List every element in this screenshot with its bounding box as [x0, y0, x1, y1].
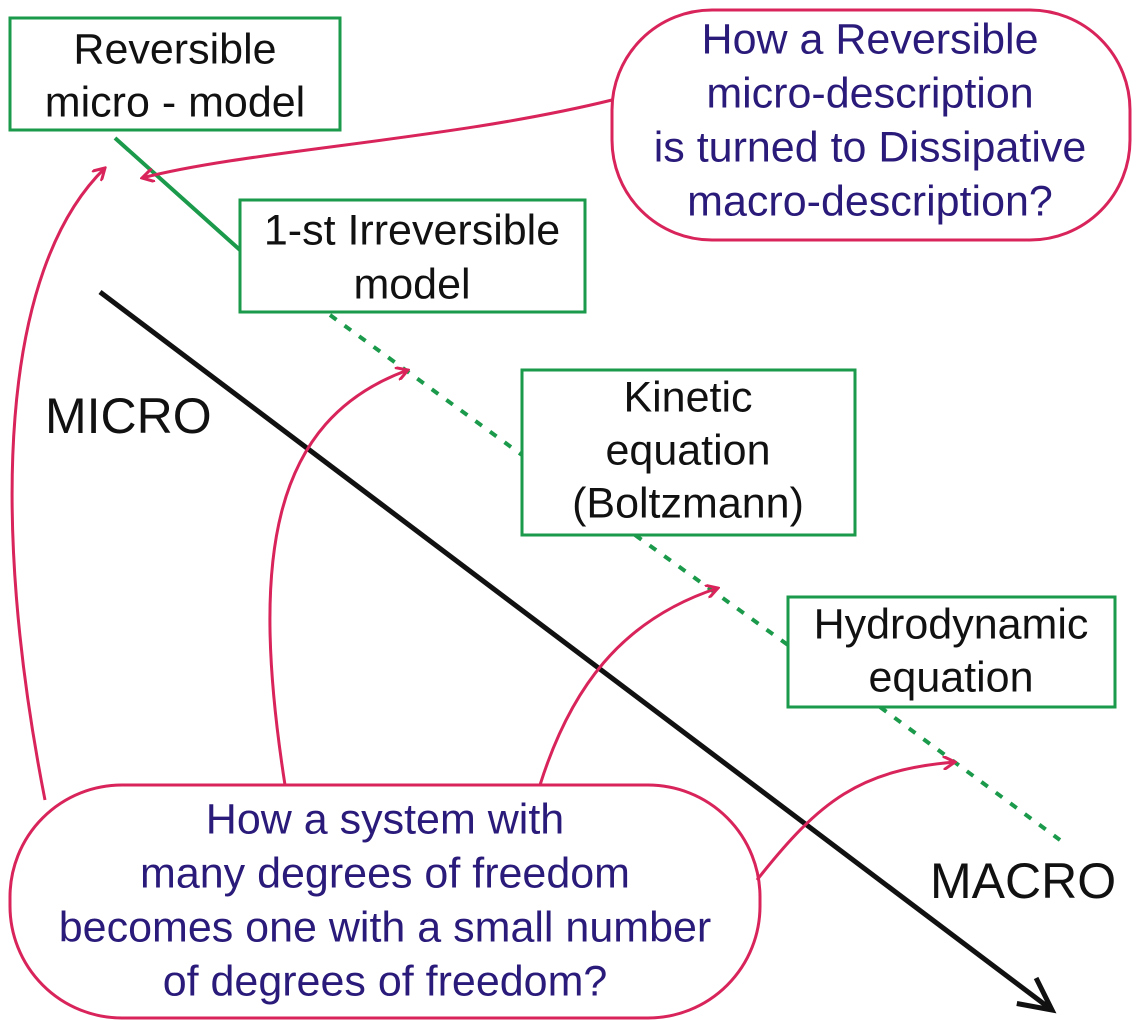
question-text: many degrees of freedom: [140, 849, 630, 897]
box-label: micro - model: [45, 78, 305, 126]
question-bubble: [610, 8, 1132, 242]
arrow: [755, 762, 955, 881]
axis-label: MICRO: [45, 388, 212, 444]
question-text: of degrees of freedom?: [163, 957, 608, 1005]
box: [786, 595, 1117, 709]
question-bubble: [8, 783, 762, 1020]
box-label: Hydrodynamic: [814, 600, 1089, 648]
arrow: [10, 168, 105, 801]
question-text: is turned to Dissipative: [654, 123, 1087, 171]
question-text: macro-description?: [687, 177, 1053, 225]
connector: [328, 313, 524, 457]
box: [238, 198, 587, 314]
arrow: [268, 370, 408, 786]
question-text: How a system with: [206, 795, 564, 843]
box: [520, 368, 857, 537]
box-label: equation: [869, 653, 1034, 701]
question-text: micro-description: [706, 69, 1033, 117]
box-label: (Boltzmann): [572, 479, 804, 527]
box-label: Reversible: [73, 25, 276, 73]
arrow: [538, 588, 718, 786]
question-text: How a Reversible: [702, 15, 1039, 63]
box-label: equation: [606, 426, 771, 474]
scale-arrow: [98, 290, 1057, 1014]
box-label: Kinetic: [623, 373, 752, 421]
connector: [878, 705, 1062, 842]
question-text: becomes one with a small number: [59, 903, 711, 951]
connector: [113, 136, 242, 252]
arrow: [142, 98, 613, 178]
axis-label: MACRO: [930, 853, 1116, 909]
box-label: model: [353, 260, 470, 308]
box-label: 1-st Irreversible: [264, 206, 560, 254]
box: [8, 16, 342, 132]
